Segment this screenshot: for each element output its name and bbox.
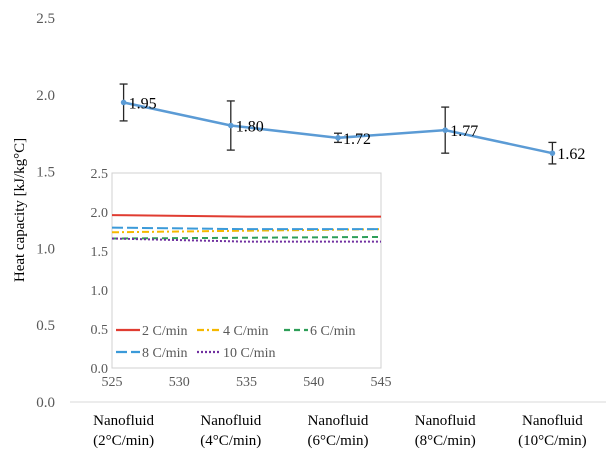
y-tick-label: 0.5 [36, 318, 55, 334]
legend-label: 6 C/min [310, 324, 356, 339]
inset-y-tick-label: 1.0 [91, 284, 109, 299]
data-label: 1.95 [129, 95, 157, 112]
inset-plot: 0.0 0.5 1.0 1.5 2.0 2.5 525 530 535 540 545 2 C/min… [91, 167, 392, 390]
inset-x-tick-label: 525 [102, 375, 123, 390]
y-tick-label: 0.0 [36, 395, 55, 411]
data-label: 1.62 [557, 146, 585, 163]
data-point [335, 135, 341, 141]
inset-series-line [111, 235, 382, 240]
inset-y-tick-label: 0.0 [91, 362, 109, 377]
legend-label: 2 C/min [142, 324, 188, 339]
y-tick-label: 2.0 [36, 88, 55, 104]
inset-y-tick-label: 2.5 [91, 167, 109, 182]
x-tick-label: (4°C/min) [200, 433, 261, 449]
main-plot: 0.0 0.5 1.0 1.5 2.0 2.5 Heat capacity [kJ/kg°C… [12, 11, 606, 449]
series-line [123, 101, 553, 155]
x-tick-label: (2°C/min) [93, 433, 154, 449]
inset-y-tick-label: 2.0 [91, 206, 109, 221]
data-label: 1.72 [343, 131, 371, 148]
inset-x-tick-label: 535 [236, 375, 257, 390]
inset-x-tick-label: 545 [371, 375, 392, 390]
x-tick-label: Nanofluid [415, 413, 476, 429]
x-tick-label: Nanofluid [522, 413, 583, 429]
x-tick-label: (8°C/min) [415, 433, 476, 449]
inset-y-tick-label: 0.5 [91, 323, 109, 338]
data-label: 1.80 [236, 119, 264, 136]
x-tick-label: Nanofluid [200, 413, 261, 429]
inset-x-tick-label: 540 [303, 375, 324, 390]
inset-plot-area [111, 172, 382, 369]
y-axis-label: Heat capacity [kJ/kg°C] [12, 138, 28, 282]
x-tick-label: Nanofluid [308, 413, 369, 429]
x-tick-label: (10°C/min) [518, 433, 587, 449]
data-label: 1.77 [450, 123, 478, 140]
legend-label: 10 C/min [223, 346, 276, 361]
legend-label: 8 C/min [142, 346, 188, 361]
y-tick-label: 1.0 [36, 241, 55, 257]
inset-x-tick-label: 530 [169, 375, 190, 390]
data-point [120, 99, 127, 106]
x-tick-label: Nanofluid [93, 413, 154, 429]
y-tick-label: 1.5 [36, 165, 55, 181]
inset-series-line [111, 237, 381, 243]
y-tick-label: 2.5 [36, 11, 55, 27]
inset-y-tick-label: 1.5 [91, 245, 109, 260]
data-point [549, 150, 556, 156]
data-point [228, 122, 234, 129]
data-point [442, 127, 449, 133]
inset-series-line [111, 214, 381, 218]
x-tick-label: (6°C/min) [308, 433, 369, 449]
legend-label: 4 C/min [223, 324, 269, 339]
